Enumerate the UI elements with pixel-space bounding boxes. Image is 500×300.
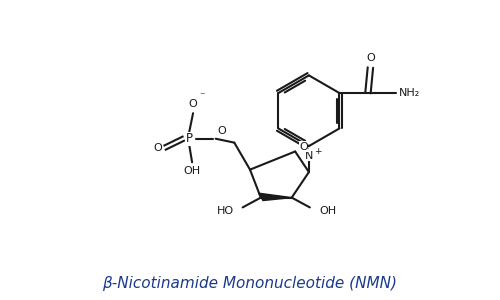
Text: O: O — [188, 99, 198, 109]
Text: OH: OH — [320, 206, 337, 216]
Text: β-Nicotinamide Mononucleotide (NMN): β-Nicotinamide Mononucleotide (NMN) — [102, 276, 398, 291]
Text: O: O — [154, 142, 162, 152]
Text: O: O — [299, 142, 308, 152]
Text: +: + — [314, 148, 322, 157]
Text: NH₂: NH₂ — [399, 88, 420, 98]
Text: HO: HO — [216, 206, 234, 216]
Text: ⁻: ⁻ — [199, 91, 204, 101]
Text: N: N — [304, 151, 313, 161]
Text: OH: OH — [184, 166, 200, 176]
Text: O: O — [366, 53, 375, 63]
Text: P: P — [186, 132, 192, 145]
Text: O: O — [218, 126, 226, 136]
Polygon shape — [258, 193, 292, 200]
